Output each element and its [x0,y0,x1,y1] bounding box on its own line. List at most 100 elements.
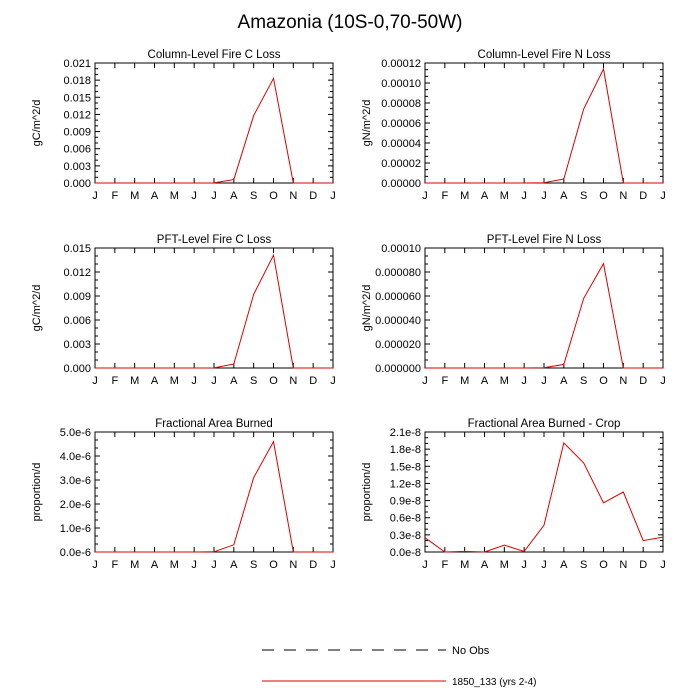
x-tick-label: O [599,559,608,571]
x-tick-label: A [151,559,159,571]
y-tick-label: 0.0e-8 [390,547,421,559]
x-tick-label: N [619,190,627,202]
y-tick-label: 0.000080 [375,267,421,279]
x-tick-label: M [500,190,509,202]
x-tick-label: F [441,375,448,387]
x-tick-label: J [541,375,547,387]
y-tick-label: 0.00002 [381,158,421,170]
x-tick-label: M [460,190,469,202]
x-tick-label: F [441,190,448,202]
x-tick-label: A [481,190,489,202]
x-tick-label: J [660,559,666,571]
y-tick-label: 0.000 [63,178,91,190]
x-tick-label: N [289,559,297,571]
chart-panel-4: PFT-Level Fire N Loss gN/m^2/d 0.000000 0.0… [361,234,666,387]
series-line [95,440,333,553]
figure-title: Amazonia (10S-0,70-50W) [237,12,463,33]
y-tick-label: 0.000060 [375,291,421,303]
x-tick-label: D [639,559,647,571]
y-tick-label: 1.8e-8 [390,444,421,456]
y-tick-label: 0.003 [63,161,91,173]
chart-title: Fractional Area Burned - Crop [468,418,621,430]
plot-frame [424,62,664,184]
y-tick-label: 0.000000 [375,363,421,375]
x-tick-label: M [460,375,469,387]
plot-frame [94,431,334,553]
x-tick-label: M [170,559,179,571]
y-axis-label: proportion/d [31,463,43,522]
x-tick-label: A [230,375,238,387]
y-tick-label: 0.003 [63,339,91,351]
chart-panel-5: Fractional Area Burned proportion/d 0.0e-6… [31,418,336,571]
x-tick-label: A [481,559,489,571]
x-tick-label: F [441,559,448,571]
plot-frame [94,62,334,184]
x-tick-label: O [269,190,278,202]
chart-title: Fractional Area Burned [155,418,273,430]
x-tick-label: N [289,375,297,387]
x-tick-label: M [130,190,139,202]
y-tick-label: 0.012 [63,109,91,121]
x-tick-label: J [422,190,428,202]
y-tick-label: 0.000 [63,363,91,375]
y-tick-label: 0.00010 [381,243,421,255]
x-tick-label: S [580,190,587,202]
x-tick-label: J [211,559,217,571]
legend-series-label: 1850_133 (yrs 2-4) [452,677,537,688]
y-tick-label: 0.015 [63,243,91,255]
y-tick-label: 0.006 [63,144,91,156]
chart-panel-6: Fractional Area Burned - Crop proportion/… [361,418,666,571]
x-tick-label: J [191,190,197,202]
y-tick-label: 2.1e-8 [390,427,421,439]
y-tick-label: 0.000040 [375,315,421,327]
y-tick-label: 1.2e-8 [390,478,421,490]
legend-no-obs-label: No Obs [452,645,490,657]
x-tick-label: J [521,375,527,387]
plot-frame [424,431,664,553]
x-tick-label: J [660,190,666,202]
x-tick-label: A [560,190,568,202]
y-tick-label: 0.6e-8 [390,513,421,525]
x-tick-label: J [422,375,428,387]
x-tick-label: J [191,375,197,387]
x-tick-label: D [639,190,647,202]
x-tick-label: O [269,559,278,571]
x-tick-label: S [580,375,587,387]
x-tick-label: J [92,190,98,202]
x-tick-label: N [619,559,627,571]
y-tick-label: 0.0e-6 [60,547,91,559]
x-tick-label: J [521,190,527,202]
x-tick-label: D [309,190,317,202]
y-tick-label: 0.018 [63,75,91,87]
x-tick-label: S [250,375,257,387]
x-tick-label: J [92,559,98,571]
y-axis-label: gN/m^2/d [361,285,373,332]
y-tick-label: 2.0e-6 [60,499,91,511]
x-tick-label: A [560,559,568,571]
series-line [425,67,663,184]
y-tick-label: 1.0e-6 [60,523,91,535]
chart-panel-1: Column-Level Fire C Loss gC/m^2/d 0.000 0.0… [31,49,336,202]
y-tick-label: 0.9e-8 [390,496,421,508]
x-tick-label: A [560,375,568,387]
y-tick-label: 0.00010 [381,78,421,90]
series-line [424,441,664,553]
y-tick-label: 5.0e-6 [60,427,91,439]
y-axis-label: gC/m^2/d [31,285,43,332]
x-tick-label: J [660,375,666,387]
x-tick-label: A [151,190,159,202]
series-line [425,262,663,369]
panels: Column-Level Fire C Loss gC/m^2/d 0.000 0.0… [31,49,666,571]
chart-title: PFT-Level Fire N Loss [487,234,602,246]
x-tick-label: S [250,559,257,571]
x-tick-label: D [639,375,647,387]
plot-frame [424,247,664,369]
x-tick-label: F [111,559,118,571]
x-tick-label: M [130,375,139,387]
chart-title: PFT-Level Fire C Loss [157,234,272,246]
x-tick-label: F [111,190,118,202]
series-line [95,76,333,184]
x-tick-label: A [230,559,238,571]
x-tick-label: J [211,375,217,387]
